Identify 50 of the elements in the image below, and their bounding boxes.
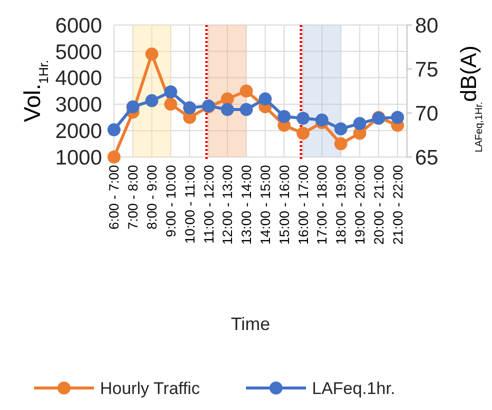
point <box>278 110 291 124</box>
x-tick-label: 12:00 - 13:00 <box>220 165 236 245</box>
point <box>296 126 310 140</box>
point <box>220 102 234 116</box>
y2-tick-label: 75 <box>415 58 438 82</box>
x-tick-label: 19:00 - 20:00 <box>352 165 368 245</box>
x-tick-label: 13:00 - 14:00 <box>239 165 254 245</box>
x-tick-label: 14:00 - 15:00 <box>258 165 273 245</box>
y-tick-label: 5000 <box>55 40 102 64</box>
point <box>108 150 120 164</box>
y-tick-label: 3000 <box>55 94 102 117</box>
x-tick-label: 10:00 - 11:00 <box>182 165 198 244</box>
y-tick-label: 4000 <box>55 67 102 90</box>
x-tick-label: 16:00 - 17:00 <box>296 165 311 245</box>
legend-label: LAFeq.1hr. <box>312 378 396 398</box>
y2-tick-label: 70 <box>415 102 438 126</box>
x-axis-title: Time <box>230 314 270 334</box>
point <box>108 123 120 136</box>
x-tick-label: 18:00 - 19:00 <box>334 165 349 245</box>
y2-tick-label: 80 <box>415 14 438 38</box>
point <box>183 101 196 114</box>
point <box>353 117 366 130</box>
legend-label: Hourly Traffic <box>100 378 200 398</box>
point <box>240 84 253 98</box>
x-tick-label: 20:00 - 21:00 <box>371 165 386 245</box>
point <box>126 100 140 114</box>
point <box>296 112 310 125</box>
x-tick-label: 8:00 - 9:00 <box>144 165 160 230</box>
x-tick-label: 17:00 - 18:00 <box>314 165 330 245</box>
point <box>240 102 253 116</box>
y-tick-label: 2000 <box>55 120 102 143</box>
point <box>315 114 328 127</box>
x-tick-label: 7:00 - 8:00 <box>126 165 141 230</box>
x-tick-label: 6:00 - 7:00 <box>106 165 122 230</box>
y-tick-label: 1000 <box>55 146 102 170</box>
point <box>334 122 348 136</box>
point <box>334 137 348 150</box>
point <box>164 98 178 111</box>
point <box>258 92 272 106</box>
point <box>220 92 234 106</box>
point <box>391 110 404 124</box>
x-tick-label: 15:00 - 16:00 <box>276 165 292 245</box>
x-tick-label: 21:00 - 22:00 <box>390 165 406 245</box>
x-tick-label: 11:00 - 12:00 <box>201 165 216 244</box>
point <box>164 85 178 98</box>
point <box>145 48 158 61</box>
y-tick-label: 6000 <box>55 14 102 38</box>
y2-tick-label: 65 <box>415 146 438 170</box>
point <box>145 94 158 108</box>
x-tick-label: 9:00 - 10:00 <box>163 165 178 238</box>
